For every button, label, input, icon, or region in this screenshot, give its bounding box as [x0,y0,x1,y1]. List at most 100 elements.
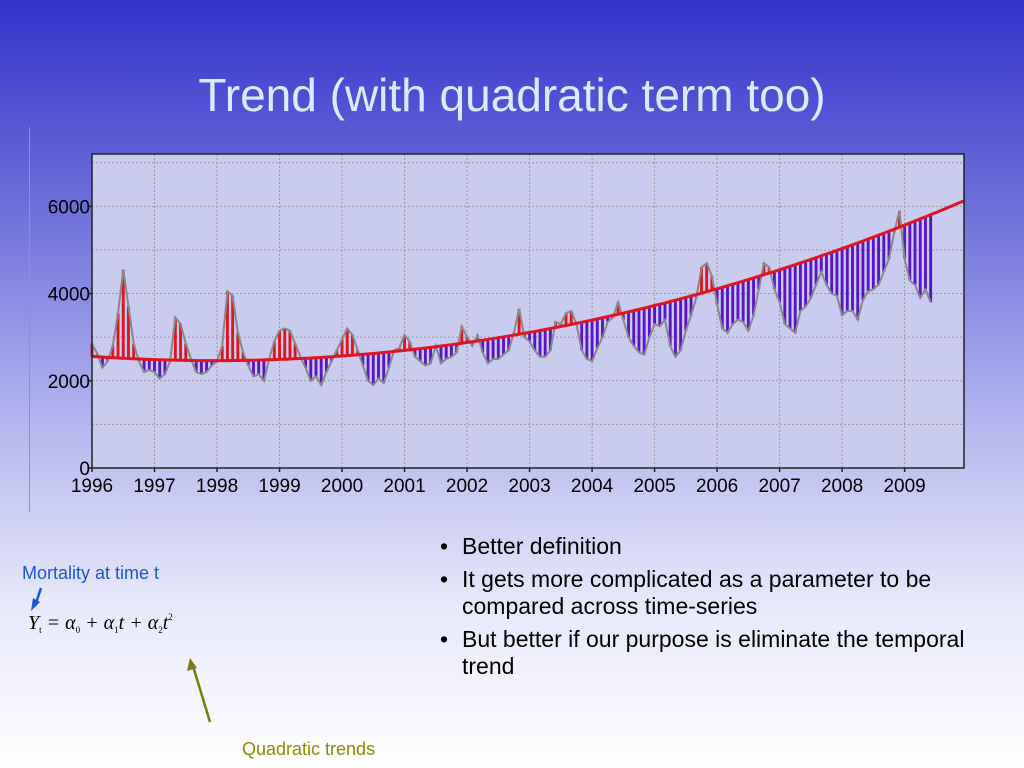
y-tick-label: 2000 [48,372,90,393]
deviation-bar-below [439,346,443,364]
deviation-bar-below [642,308,646,355]
formula-t2: t [162,612,169,634]
deviation-bar-below [825,254,828,285]
bullet-dot: • [440,566,449,592]
deviation-bar-above [179,324,182,361]
deviation-bar-above [231,295,235,361]
deviation-bar-above [283,328,287,360]
bullet-item: • But better if our purpose is eliminate… [440,626,1000,680]
formula-alpha2: α [147,612,159,634]
quadratic-trend-line [91,199,965,363]
deviation-bar-below [100,357,104,368]
deviation-bar-below [423,347,427,366]
mortality-annotation: Mortality at time t [22,563,160,583]
deviation-bar-below [371,353,375,386]
deviation-bar-below [809,259,813,298]
deviation-bar-below [830,252,834,294]
deviation-bar-below [309,357,313,381]
deviation-bar-above [272,341,276,360]
deviation-bar-below [819,255,823,272]
deviation-bar-above [335,350,339,357]
deviation-bar-below [778,269,782,303]
deviation-bar-below [142,359,146,373]
deviation-bar-below [877,235,881,285]
deviation-bar-below [319,357,323,386]
deviation-bar-above [345,328,349,356]
deviation-bar-below [163,359,167,375]
deviation-bar-below [257,360,261,375]
deviation-bar-below [194,360,198,373]
deviation-bar-above [111,345,115,358]
deviation-bar-below [845,246,849,311]
x-tick-label: 2008 [821,476,863,497]
deviation-bar-below [486,339,490,364]
deviation-bar-above [236,332,240,361]
formula-alpha0-sub: 0 [75,625,81,635]
quadratic-arrow [191,665,212,723]
deviation-bar-below [627,311,630,338]
deviation-bar-below [866,239,870,292]
deviation-bar-above [408,341,412,350]
deviation-bar-above [121,269,125,359]
deviation-bar-below [903,225,907,259]
deviation-bar-below [861,240,865,301]
bullet-text: Better definition [462,533,622,559]
bullet-item: • Better definition [440,533,1000,560]
x-tick-label: 2007 [758,476,800,497]
deviation-bar-below [798,262,802,311]
deviation-bar-below [543,329,547,357]
deviation-bar-below [715,288,719,305]
deviation-bar-below [746,279,750,331]
deviation-bar-above [465,337,469,343]
deviation-bar-above [569,311,573,325]
x-tick-label: 2005 [633,476,675,497]
quadratic-formula: Yt = α0 + α1t + α2t2 [28,612,173,635]
mortality-trend-chart: 0 2000 4000 6000 1996 1997 1998 1999 2000 2001 200… [48,153,965,497]
deviation-bar-below [377,352,380,379]
x-tick-label: 1996 [71,476,113,497]
x-tick-label: 2001 [383,476,425,497]
deviation-bar-below [788,266,792,329]
deviation-bar-above [184,343,188,361]
deviation-bar-below [637,309,641,353]
deviation-bar-below [252,360,255,377]
deviation-bar-above [403,334,406,351]
deviation-bar-below [668,301,672,346]
deviation-bar-above [116,313,120,358]
deviation-bar-above [226,291,229,361]
deviation-bar-below [772,271,776,290]
deviation-bar-below [783,268,787,325]
deviation-bar-below [361,354,365,366]
deviation-bar-below [793,264,797,333]
deviation-bar-below [502,336,505,355]
formula-t2-pow: 2 [168,612,173,622]
deviation-bar-below [736,282,740,320]
deviation-bar-below [653,305,657,325]
deviation-bar-below [835,250,839,296]
deviation-bar-below [528,332,531,342]
deviation-bar-above [762,263,766,275]
deviation-bar-above [564,313,568,326]
deviation-bar-above [220,345,224,361]
x-tick-label: 2009 [883,476,925,497]
deviation-bar-below [913,220,917,285]
mortality-arrowhead [31,598,40,611]
bullet-dot: • [440,626,449,652]
deviation-bar-below [491,338,495,359]
x-tick-label: 2004 [571,476,614,497]
deviation-bar-below [882,233,886,272]
deviation-bar-below [929,214,933,303]
deviation-bar-below [887,231,891,259]
quadratic-arrowhead [187,658,197,671]
deviation-bar-below [429,347,433,364]
deviation-bar-below [585,321,589,359]
formula-t1: t [118,612,125,634]
deviation-bar-below [158,359,162,379]
deviation-bar-below [726,285,729,333]
deviation-bar-below [147,359,151,370]
deviation-bar-below [871,237,875,290]
deviation-bar-below [418,348,422,362]
deviation-bar-below [496,337,500,359]
deviation-bar-below [590,320,594,362]
deviation-bar-below [647,306,651,338]
